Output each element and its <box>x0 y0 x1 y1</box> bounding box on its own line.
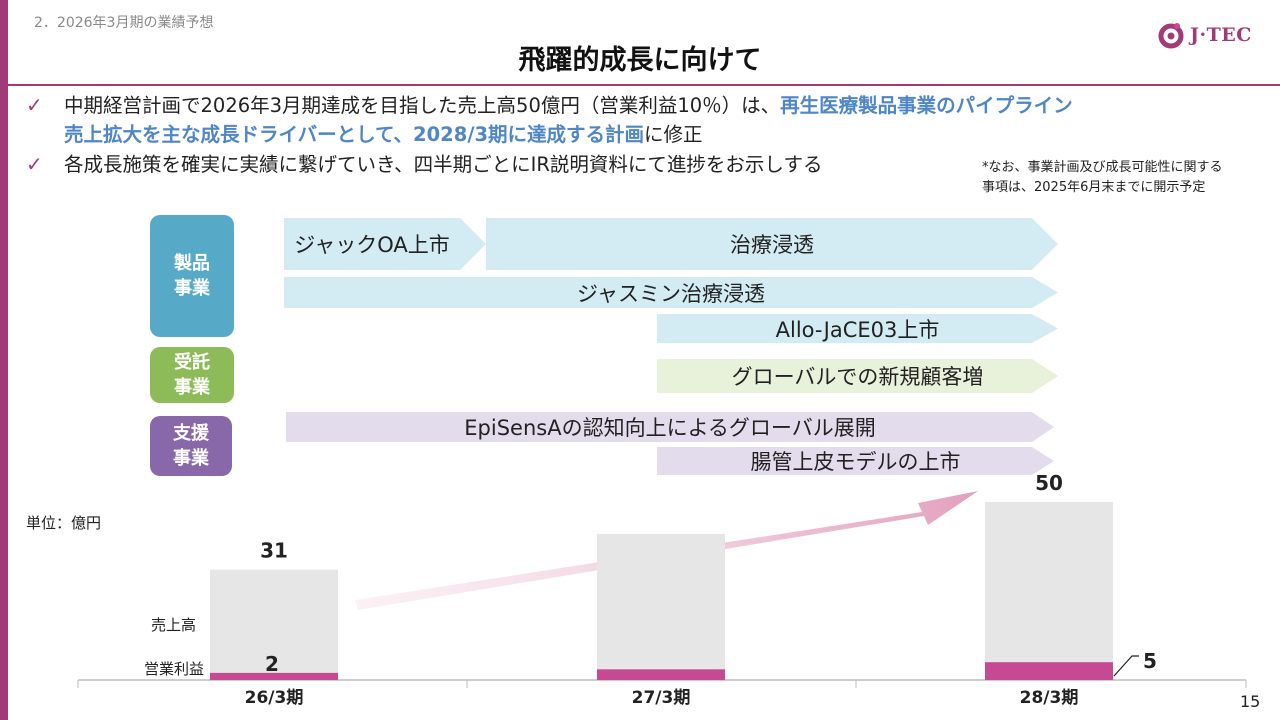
product-segment-badge: 製品 事業 <box>150 215 234 337</box>
bullet-1-suffix: に修正 <box>644 123 703 146</box>
initiative-global-clients: グローバルでの新規顧客増 <box>657 359 1058 393</box>
accent-bar <box>0 0 8 720</box>
initiative-allo-jace03: Allo-JaCE03上市 <box>657 314 1058 343</box>
support-label-1: 支援 <box>173 423 209 444</box>
logo-icon <box>1158 23 1184 49</box>
initiative-jack-oa: ジャックOA上市 <box>284 218 486 270</box>
revenue-data-label-3: 50 <box>1035 471 1063 495</box>
product-label-2: 事業 <box>174 278 210 299</box>
initiative-jasmine: ジャスミン治療浸透 <box>284 277 1058 308</box>
initiative-episensa: EpiSensAの認知向上によるグローバル展開 <box>286 412 1054 442</box>
check-icon: ✓ <box>26 93 43 117</box>
bullet-2-text: 各成長施策を確実に実績に繋げていき、四半期ごとにIR説明資料にて進捗をお示しする <box>64 153 823 176</box>
page-title: 飛躍的成長に向けて <box>518 45 762 76</box>
profit-bar-1 <box>210 672 338 680</box>
contract-segment-badge: 受託 事業 <box>150 347 234 403</box>
bullet-1: ✓ 中期経営計画で2026年3月期達成を目指した売上高50億円（営業利益10％）は… <box>26 91 1073 120</box>
unit-label: 単位：億円 <box>26 514 102 532</box>
bullet-1-highlight: 再生医療製品事業のパイプライン <box>780 94 1073 117</box>
support-segment-badge: 支援 事業 <box>150 416 232 476</box>
revenue-bar-2 <box>597 534 725 680</box>
footnote-line-1: *なお、事業計画及び成長可能性に関する <box>982 160 1223 175</box>
revenue-data-label-1: 31 <box>260 539 288 563</box>
series-label-profit: 営業利益 <box>144 660 204 678</box>
profit-data-label-1: 2 <box>265 652 279 676</box>
check-icon: ✓ <box>26 152 43 176</box>
contract-label-2: 事業 <box>174 377 210 398</box>
initiative-treatment: 治療浸透 <box>486 218 1058 270</box>
profit-bar-2 <box>597 669 725 680</box>
growth-arrow <box>355 491 978 610</box>
footnote: *なお、事業計画及び成長可能性に関する 事項は、2025年6月末までに開示予定 <box>982 158 1223 198</box>
contract-label-1: 受託 <box>174 352 210 373</box>
support-label-2: 事業 <box>173 448 209 469</box>
company-logo: J·TEC <box>1156 20 1252 50</box>
x-tick-label-3: 28/3期 <box>1020 688 1079 708</box>
revenue-bar-3 <box>985 502 1113 680</box>
profit-bar-3 <box>985 662 1113 680</box>
revenue-bar-1 <box>210 569 338 680</box>
bullet-1-highlight-2: 売上拡大を主な成長ドライバーとして、2028/3期に達成する計画 <box>64 123 645 146</box>
x-tick-label-1: 26/3期 <box>245 688 304 708</box>
logo-text: J·TEC <box>1190 24 1252 46</box>
initiative-intestinal-model: 腸管上皮モデルの上市 <box>657 447 1054 475</box>
product-label-1: 製品 <box>174 253 210 274</box>
page-number: 15 <box>1240 692 1261 711</box>
x-tick-label-2: 27/3期 <box>632 688 691 708</box>
footnote-line-2: 事項は、2025年6月末までに開示予定 <box>982 180 1206 195</box>
profit-leader-line <box>1113 655 1139 677</box>
series-label-revenue: 売上高 <box>151 616 196 634</box>
bullet-1-text: 中期経営計画で2026年3月期達成を目指した売上高50億円（営業利益10％）は、 <box>64 94 781 117</box>
profit-data-label-3: 5 <box>1143 649 1157 673</box>
title-divider <box>8 84 1280 86</box>
section-label: 2．2026年3月期の業績予想 <box>34 15 214 31</box>
bullet-2: ✓ 各成長施策を確実に実績に繋げていき、四半期ごとにIR説明資料にて進捗をお示しす… <box>26 150 823 179</box>
bullet-1-continuation: 売上拡大を主な成長ドライバーとして、2028/3期に達成する計画に修正 <box>64 120 703 149</box>
